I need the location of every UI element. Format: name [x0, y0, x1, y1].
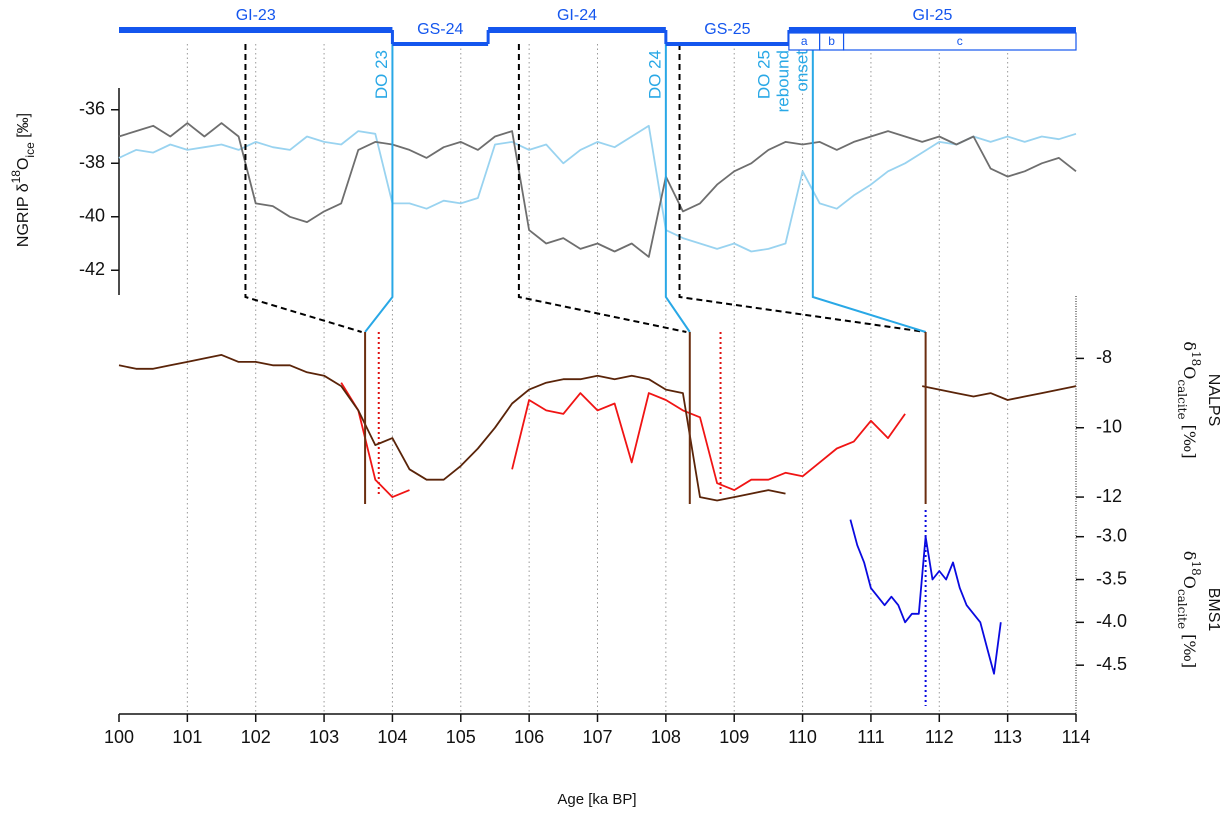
period-label: GI-24	[557, 7, 597, 24]
label-part: [‰]	[1181, 420, 1200, 459]
label-part: calcite	[1176, 379, 1190, 419]
x-tick-label: 113	[993, 727, 1022, 747]
x-tick-label: 110	[788, 727, 817, 747]
x-tick-label: 102	[241, 727, 271, 747]
data-line	[849, 519, 1002, 675]
y-tick-label: -8	[1096, 347, 1112, 367]
x-tick-label: 111	[857, 727, 884, 747]
y-axis-title: δ18Ocalcite [‰]	[1176, 341, 1204, 458]
x-tick-label: 101	[172, 727, 202, 747]
y-tick-label: -36	[79, 99, 105, 119]
y-axis-title: δ18Ocalcite [‰]	[1176, 551, 1204, 668]
y-tick-label: -38	[79, 152, 105, 172]
y-tick-label: -3.5	[1096, 568, 1127, 588]
period-label: GI-23	[236, 7, 276, 24]
tie-line	[364, 44, 394, 333]
label-part: O	[1181, 576, 1200, 589]
subperiod-box	[842, 32, 1077, 51]
label-part: ice	[23, 142, 37, 158]
data-line	[118, 122, 1077, 258]
annotation: onset	[792, 50, 811, 92]
y-axis-title: NALPS	[1205, 374, 1222, 426]
tie-line	[517, 44, 687, 333]
tie-line	[678, 44, 926, 333]
x-tick-label: 103	[309, 727, 339, 747]
tie-line	[664, 44, 691, 333]
tie-line	[244, 44, 362, 333]
x-tick-label: 114	[1062, 727, 1091, 747]
label-part: 18	[1190, 351, 1204, 366]
y-tick-label: -4.0	[1096, 611, 1127, 631]
x-tick-label: 105	[446, 727, 476, 747]
y-axis-title: BMS1	[1205, 588, 1222, 632]
y-tick-label: -3.0	[1096, 525, 1127, 545]
x-tick-label: 107	[582, 727, 612, 747]
annotation: DO 25	[754, 50, 773, 99]
y-axis-title: NGRIP δ18Oice [‰]	[9, 113, 37, 247]
label-part: calcite	[1176, 589, 1190, 629]
y-tick-label: -40	[79, 206, 105, 226]
label-part: [‰]	[15, 113, 32, 142]
tie-line	[811, 44, 926, 333]
subperiod-label: c	[957, 34, 963, 48]
data-line	[118, 354, 1077, 502]
x-tick-label: 104	[377, 727, 407, 747]
annotation: rebound	[773, 50, 792, 112]
y-tick-label: -42	[79, 259, 105, 279]
subperiod-label: b	[828, 34, 835, 48]
y-tick-label: -12	[1096, 486, 1122, 506]
label-part: 18	[1190, 560, 1204, 575]
annotation: DO 24	[645, 50, 664, 99]
label-part: BMS1	[1205, 588, 1222, 632]
label-part: δ	[1181, 341, 1200, 351]
x-tick-label: 112	[925, 727, 954, 747]
period-label: GI-25	[912, 7, 952, 24]
label-part: NGRIP δ	[15, 183, 32, 247]
period-label: GS-25	[704, 21, 750, 38]
x-tick-label: 109	[719, 727, 749, 747]
label-part: O	[1181, 366, 1200, 379]
label-part: O	[15, 158, 32, 170]
x-tick-label: 106	[514, 727, 544, 747]
label-part: 18	[9, 170, 23, 184]
annotation: DO 23	[372, 50, 391, 99]
x-tick-label: 100	[104, 727, 134, 747]
y-tick-label: -4.5	[1096, 654, 1127, 674]
label-part: [‰]	[1181, 629, 1200, 668]
y-tick-label: -10	[1096, 416, 1122, 436]
label-part: δ	[1181, 551, 1200, 561]
x-axis-title: Age [ka BP]	[557, 791, 636, 808]
period-label: GS-24	[417, 21, 463, 38]
label-part: NALPS	[1205, 374, 1222, 426]
subperiod-label: a	[801, 34, 808, 48]
x-tick-label: 108	[651, 727, 681, 747]
data-line	[118, 124, 1077, 253]
